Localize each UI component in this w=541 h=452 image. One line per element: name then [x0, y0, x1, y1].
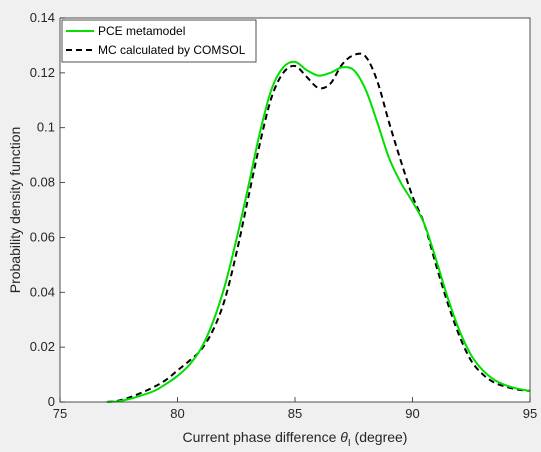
y-tick-label: 0.04 [30, 284, 55, 299]
y-tick-label: 0.12 [30, 65, 55, 80]
y-axis-ticks: 0 0.02 0.04 0.06 0.08 0.1 0.12 0.14 [30, 10, 65, 409]
x-tick-label: 95 [523, 406, 537, 421]
legend-label-pce: PCE metamodel [98, 24, 185, 38]
y-tick-label: 0 [48, 394, 55, 409]
x-axis-ticks: 75 80 85 90 95 [53, 397, 537, 421]
y-tick-label: 0.02 [30, 339, 55, 354]
y-tick-label: 0.08 [30, 175, 55, 190]
legend-box [61, 19, 257, 63]
y-tick-label: 0.06 [30, 229, 55, 244]
x-axis-label: Current phase difference θI (degree) [183, 429, 408, 449]
x-tick-label: 90 [405, 406, 419, 421]
y-tick-label: 0.14 [30, 10, 55, 25]
legend: PCE metamodel MC calculated by COMSOL [61, 19, 257, 63]
legend-label-mc: MC calculated by COMSOL [98, 43, 246, 57]
x-tick-label: 75 [53, 406, 67, 421]
y-axis-label: Probability density function [7, 127, 23, 294]
series-line-pce-metamodel [106, 60, 531, 403]
x-tick-label: 80 [170, 406, 184, 421]
x-tick-label: 85 [288, 406, 302, 421]
data-curves [106, 52, 531, 403]
y-tick-label: 0.1 [37, 120, 55, 135]
plot-area [60, 18, 530, 402]
